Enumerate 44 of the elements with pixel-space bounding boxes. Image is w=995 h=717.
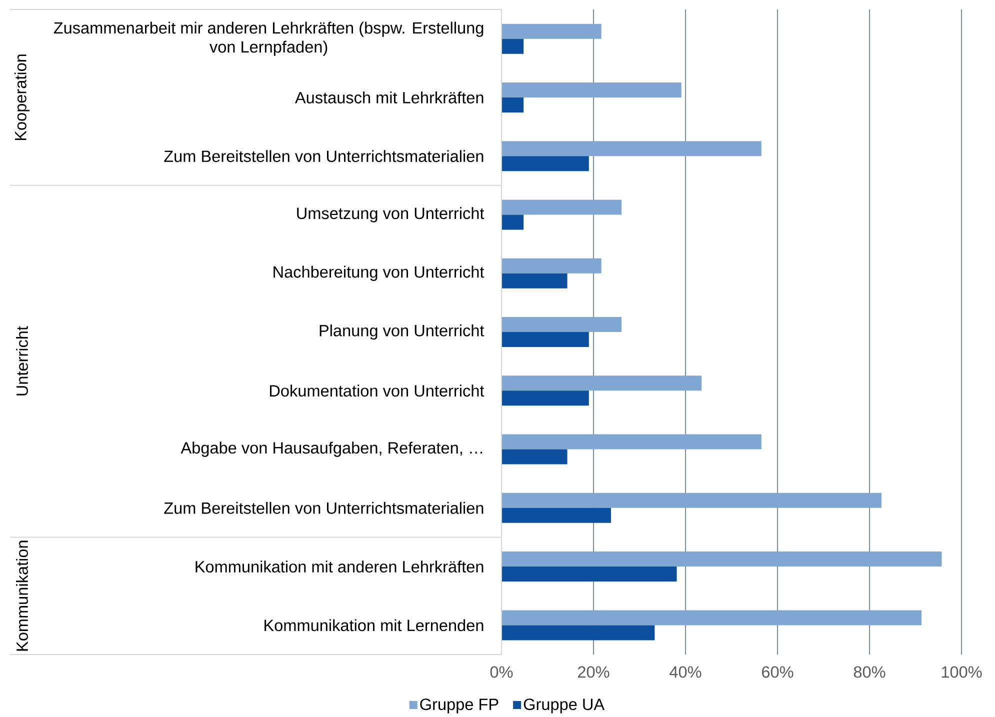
bar xyxy=(502,141,762,156)
text: Kommunikation xyxy=(16,540,28,651)
y-tick-label: Kommunikation mit Lernenden xyxy=(264,619,484,632)
bar xyxy=(502,508,611,523)
bar xyxy=(502,434,762,450)
y-tick-label: Planung von Unterricht xyxy=(320,324,484,340)
bar xyxy=(502,566,677,582)
x-tick-label: 60% xyxy=(762,666,794,678)
y-tick-label: Umsetzung von Unterricht xyxy=(297,207,484,222)
y-tick-label: Kommunikation mit anderen Lehrkräften xyxy=(196,560,484,573)
bar xyxy=(502,214,524,230)
bar xyxy=(502,258,602,274)
bar xyxy=(502,376,702,391)
y-tick-label: Nachbereitung von Unterricht xyxy=(274,266,484,281)
bar xyxy=(502,332,589,348)
bar xyxy=(502,449,568,464)
x-tick-label: 80% xyxy=(854,666,886,678)
legend-label: Gruppe FP xyxy=(420,698,498,714)
y-tick-label: Zum Bereitstellen von Unterrichtsmaterialien xyxy=(164,150,484,162)
text: Kooperation xyxy=(14,54,30,140)
text: Unterricht xyxy=(16,326,28,396)
bar xyxy=(502,610,922,626)
y-tick-label: Zusammenarbeit mir anderen Lehrkräften (bspw. Erstellung von Lernpfaden) xyxy=(54,22,484,56)
legend-label: Gruppe UA xyxy=(524,698,605,714)
bar xyxy=(502,273,568,288)
y-tick-label: Austausch mit Lehrkräften xyxy=(294,91,484,104)
y-tick-label: Zum Bereitstellen von Unterrichtsmaterialien xyxy=(164,502,484,514)
bar xyxy=(502,82,682,98)
y-tick-label: Dokumentation von Unterricht xyxy=(270,384,484,397)
x-tick-label: 40% xyxy=(670,666,702,678)
x-tick-label: 100% xyxy=(942,666,982,678)
bar xyxy=(502,97,524,112)
bar xyxy=(502,552,942,567)
y-tick-label: Abgabe von Hausaufgaben, Referaten, … xyxy=(180,442,482,457)
bar xyxy=(502,24,602,39)
bar xyxy=(502,390,589,406)
bar xyxy=(502,492,882,508)
bar xyxy=(502,317,622,332)
x-tick-label: 0% xyxy=(490,666,513,678)
bar xyxy=(502,38,524,54)
x-tick-label: 20% xyxy=(578,666,610,678)
bar xyxy=(502,200,622,215)
bar xyxy=(502,625,655,640)
bar xyxy=(502,156,589,172)
